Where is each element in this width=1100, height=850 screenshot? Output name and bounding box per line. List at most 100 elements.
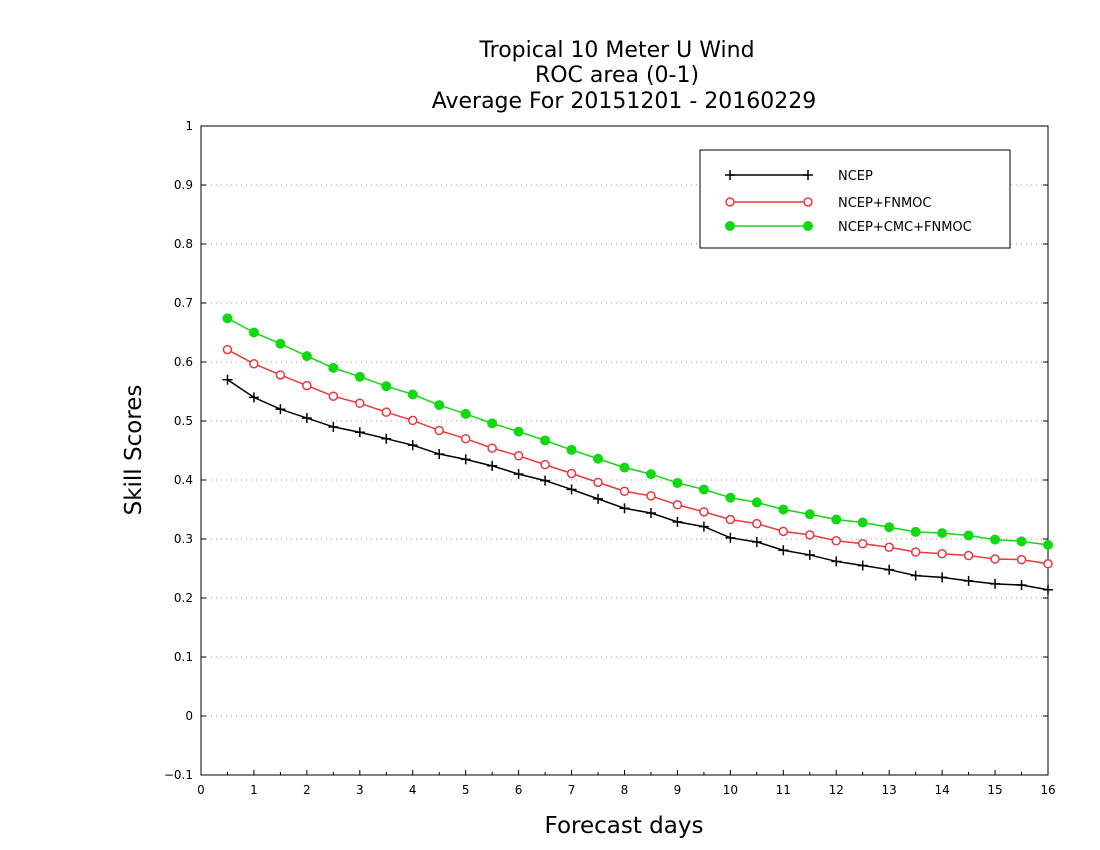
- series-ncep-fnmoc: [222, 344, 1053, 569]
- y-tick-label: 0: [185, 709, 193, 723]
- grid: [201, 184, 1048, 717]
- data-point-ncep: [804, 549, 815, 560]
- data-point-ncep-cmc-fnmoc: [672, 477, 683, 488]
- data-point-ncep-cmc-fnmoc: [381, 381, 392, 392]
- x-tick-label: 8: [621, 783, 629, 797]
- data-point-ncep-fnmoc: [725, 514, 736, 525]
- x-tick-label: 14: [934, 783, 949, 797]
- data-point-ncep: [407, 440, 418, 451]
- data-point-ncep-fnmoc: [646, 491, 656, 501]
- x-tick-label: 9: [674, 783, 682, 797]
- data-point-ncep-cmc-fnmoc: [248, 327, 259, 338]
- data-point-ncep-cmc-fnmoc: [1016, 536, 1027, 547]
- data-point-ncep: [593, 493, 604, 504]
- data-point-ncep: [222, 374, 233, 385]
- data-point-ncep-cmc-fnmoc: [275, 338, 286, 349]
- data-point-ncep-cmc-fnmoc: [222, 313, 233, 324]
- x-tick-label: 13: [882, 783, 897, 797]
- data-point-ncep-fnmoc: [831, 536, 841, 546]
- x-tick-label: 2: [303, 783, 311, 797]
- data-point-ncep-cmc-fnmoc: [619, 462, 630, 473]
- legend-marker-ncep: [725, 170, 735, 180]
- chart-title: Tropical 10 Meter U Wind ROC area (0-1) …: [432, 38, 817, 114]
- axis-ticks: −0.100.10.20.30.40.50.60.70.80.910 1 2 3 4 5 6…: [164, 119, 1056, 797]
- data-point-ncep-fnmoc: [275, 370, 286, 380]
- data-point-ncep-fnmoc: [884, 542, 894, 553]
- x-tick-label: 5: [462, 783, 470, 797]
- data-point-ncep-cmc-fnmoc: [698, 484, 709, 495]
- data-point-ncep-fnmoc: [910, 547, 921, 557]
- data-point-ncep-fnmoc: [752, 518, 762, 529]
- data-point-ncep-fnmoc: [566, 468, 577, 479]
- data-point-ncep: [354, 427, 365, 438]
- y-tick-label: 0.4: [174, 473, 193, 487]
- data-point-ncep-fnmoc: [513, 451, 524, 461]
- data-point-ncep-cmc-fnmoc: [910, 526, 921, 537]
- data-point-ncep-cmc-fnmoc: [328, 362, 339, 373]
- data-point-ncep: [884, 564, 895, 575]
- series-line-ncep: [227, 379, 1049, 591]
- legend-label-ncep-cmc-fnmoc: NCEP+CMC+FNMOC: [838, 220, 972, 235]
- y-tick-label: 0.3: [174, 532, 193, 546]
- x-tick-label: 0: [197, 783, 205, 797]
- data-point-ncep-fnmoc: [222, 344, 233, 355]
- data-point-ncep-fnmoc: [460, 433, 471, 444]
- data-point-ncep-cmc-fnmoc: [513, 426, 524, 437]
- data-point-ncep: [963, 575, 974, 586]
- data-point-ncep-fnmoc: [699, 507, 709, 517]
- data-point-ncep-fnmoc: [937, 549, 947, 559]
- data-point-ncep: [1043, 584, 1053, 595]
- data-point-ncep-cmc-fnmoc: [963, 530, 974, 541]
- y-tick-label: 0.9: [174, 178, 193, 192]
- data-point-ncep-fnmoc: [249, 359, 259, 369]
- data-point-ncep-fnmoc: [990, 554, 1000, 564]
- data-point-ncep: [460, 454, 471, 465]
- data-point-ncep-fnmoc: [1016, 554, 1027, 565]
- data-point-ncep-cmc-fnmoc: [593, 453, 604, 464]
- y-tick-label: 0.6: [174, 355, 193, 369]
- legend-label-ncep-fnmoc: NCEP+FNMOC: [838, 196, 931, 211]
- data-point-ncep-cmc-fnmoc: [354, 371, 365, 382]
- x-tick-label: 4: [409, 783, 417, 797]
- data-point-ncep-cmc-fnmoc: [831, 514, 842, 525]
- data-point-ncep: [248, 392, 259, 403]
- title-line-1: Tropical 10 Meter U Wind: [478, 38, 754, 63]
- x-tick-label: 1: [250, 783, 258, 797]
- x-tick-label: 7: [568, 783, 576, 797]
- x-axis-label: Forecast days: [545, 813, 704, 839]
- legend-marker-ncep: [803, 170, 813, 180]
- data-point-ncep-cmc-fnmoc: [1043, 539, 1053, 550]
- x-tick-label: 6: [515, 783, 523, 797]
- data-point-ncep-cmc-fnmoc: [884, 522, 895, 533]
- data-point-ncep-fnmoc: [355, 398, 365, 409]
- data-point-ncep: [566, 484, 577, 495]
- legend-marker-ncep-fnmoc: [803, 197, 813, 207]
- data-point-ncep-cmc-fnmoc: [751, 497, 762, 508]
- data-point-ncep: [328, 421, 339, 432]
- data-point-ncep: [381, 433, 392, 444]
- legend-marker-ncep-cmc-fnmoc: [803, 221, 813, 231]
- data-point-ncep: [990, 578, 1001, 589]
- data-point-ncep-fnmoc: [1043, 559, 1053, 569]
- data-point-ncep-cmc-fnmoc: [566, 444, 577, 455]
- x-tick-label: 16: [1040, 783, 1055, 797]
- data-point-ncep: [778, 545, 789, 556]
- data-point-ncep-cmc-fnmoc: [857, 517, 868, 528]
- data-point-ncep: [619, 503, 630, 514]
- data-point-ncep: [857, 560, 868, 571]
- data-point-ncep-cmc-fnmoc: [725, 492, 736, 503]
- series-layer: [222, 313, 1053, 595]
- data-point-ncep-cmc-fnmoc: [937, 528, 948, 539]
- data-point-ncep: [672, 516, 683, 527]
- y-tick-label: 0.8: [174, 237, 193, 251]
- data-point-ncep-cmc-fnmoc: [460, 408, 471, 419]
- data-point-ncep-fnmoc: [672, 500, 683, 510]
- legend-marker-ncep-cmc-fnmoc: [725, 221, 735, 231]
- data-point-ncep-cmc-fnmoc: [804, 509, 815, 520]
- data-point-ncep-fnmoc: [963, 550, 974, 561]
- data-point-ncep: [513, 469, 524, 480]
- data-point-ncep-fnmoc: [778, 526, 789, 537]
- data-point-ncep-fnmoc: [487, 443, 497, 453]
- y-tick-label: 0.1: [174, 650, 193, 664]
- legend-marker-ncep-fnmoc: [725, 197, 735, 207]
